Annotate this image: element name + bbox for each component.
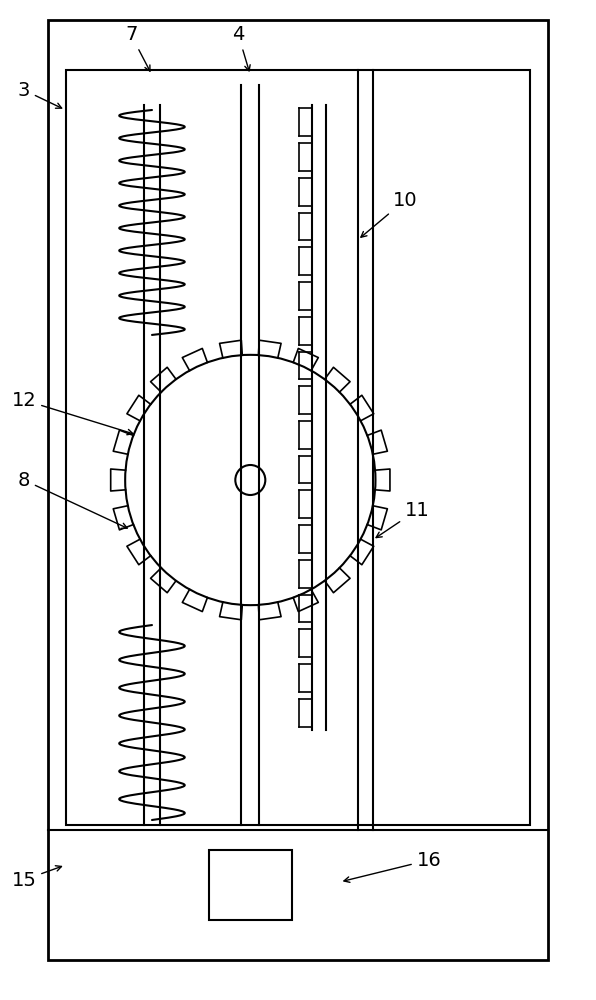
Bar — [209, 850, 292, 920]
Bar — [48, 20, 548, 960]
Text: 11: 11 — [376, 500, 430, 538]
Text: 16: 16 — [344, 850, 442, 882]
Bar — [66, 70, 530, 825]
Text: 8: 8 — [18, 471, 127, 528]
Text: 3: 3 — [18, 81, 61, 108]
Text: 10: 10 — [361, 190, 418, 237]
Text: 4: 4 — [232, 25, 250, 71]
Text: 7: 7 — [125, 25, 150, 71]
Text: 12: 12 — [11, 390, 133, 435]
Text: 15: 15 — [11, 866, 61, 890]
